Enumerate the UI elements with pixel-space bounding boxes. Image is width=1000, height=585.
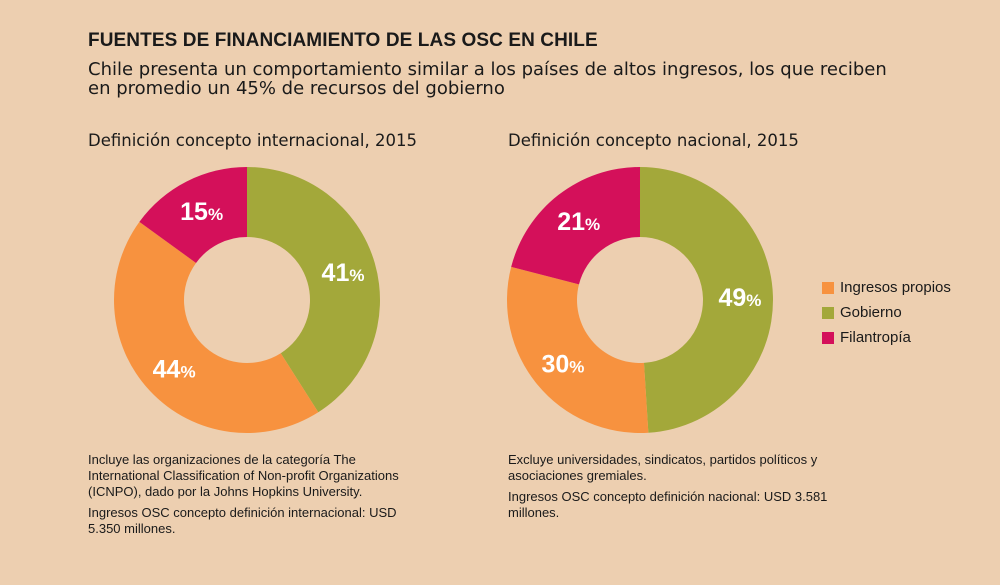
legend-label: Ingresos propios (840, 279, 951, 296)
donut-chart-internacional: 41% 44% 15% (107, 160, 387, 440)
chart-title-nacional: Definición concepto nacional, 2015 (508, 131, 799, 150)
data-label-gobierno: 49% (718, 284, 761, 312)
chart-legend: Ingresos propios Gobierno Filantropía (822, 275, 951, 350)
slice-gobierno (640, 167, 773, 433)
legend-item-gobierno: Gobierno (822, 300, 951, 325)
note-nacional-definition: Excluye universidades, sindicatos, parti… (508, 452, 818, 483)
chart-note-internacional: Incluye las organizaciones de la categor… (88, 452, 418, 542)
legend-label: Filantropía (840, 329, 911, 346)
legend-swatch (822, 331, 834, 344)
chart-title-internacional: Definición concepto internacional, 2015 (88, 131, 417, 150)
page-subtitle: Chile presenta un comportamiento similar… (88, 59, 887, 99)
note-internacional-total: Ingresos OSC concepto definición interna… (88, 505, 397, 536)
donut-chart-nacional-svg: 49% 30% 21% (507, 167, 773, 433)
data-label-filantropia: 21% (557, 208, 600, 236)
data-label-gobierno: 41% (322, 259, 365, 287)
data-label-ingresos-propios: 30% (541, 351, 584, 379)
note-internacional-definition: Incluye las organizaciones de la categor… (88, 452, 399, 499)
donut-chart-internacional-svg: 41% 44% 15% (113, 167, 380, 434)
slice-gobierno (247, 167, 380, 413)
legend-swatch (822, 281, 834, 294)
page-title: FUENTES DE FINANCIAMIENTO DE LAS OSC EN … (88, 30, 598, 51)
donut-chart-nacional: 49% 30% 21% (500, 160, 780, 440)
slice-ingresos-propios (113, 221, 319, 434)
legend-item-filantropia: Filantropía (822, 325, 951, 350)
slice-filantropia (511, 167, 640, 285)
legend-label: Gobierno (840, 304, 902, 321)
chart-note-nacional: Excluye universidades, sindicatos, parti… (508, 452, 838, 526)
note-nacional-total: Ingresos OSC concepto definición naciona… (508, 489, 828, 520)
legend-swatch (822, 306, 834, 319)
data-label-filantropia: 15% (180, 198, 223, 226)
slice-filantropia (139, 167, 247, 263)
slice-ingresos-propios (507, 266, 649, 433)
data-label-ingresos-propios: 44% (153, 355, 196, 383)
legend-item-ingresos-propios: Ingresos propios (822, 275, 951, 300)
